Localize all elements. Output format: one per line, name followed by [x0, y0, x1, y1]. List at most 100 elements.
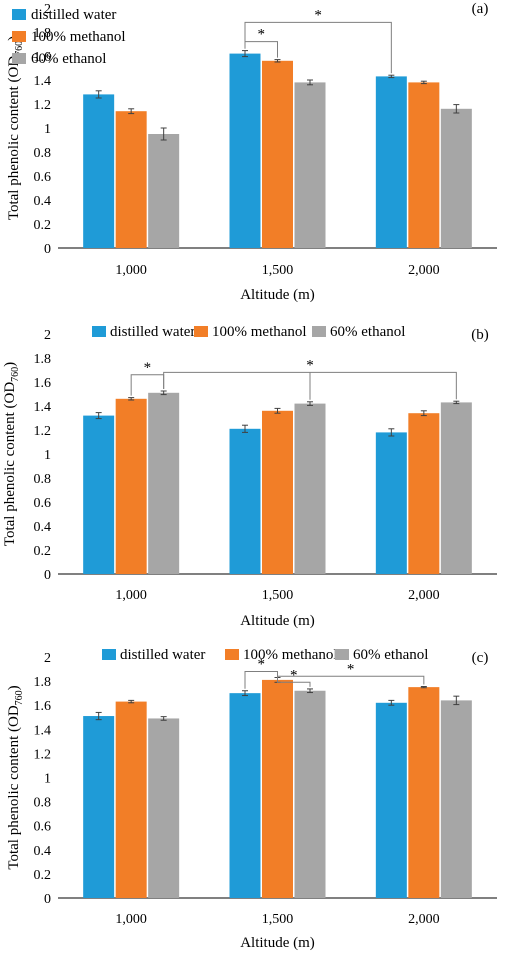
- bar: [229, 693, 261, 898]
- x-tick-label: 1,500: [262, 588, 294, 603]
- y-tick-label: 0.8: [34, 472, 52, 487]
- bar: [148, 134, 180, 248]
- bar: [408, 82, 440, 249]
- y-tick-label: 1.4: [34, 74, 52, 89]
- chart-panel-3: 0 0.2 0.4 0.6 0.8 1 1.2 1.4 1.6 1.8 2 Total phenoli…: [6, 647, 497, 951]
- panel-label: (c): [472, 650, 489, 666]
- y-tick-label: 0: [44, 568, 51, 583]
- significance-star: *: [306, 357, 314, 373]
- bar: [294, 82, 326, 249]
- bar: [440, 402, 472, 574]
- panel-label: (b): [471, 327, 489, 343]
- bar: [262, 410, 293, 574]
- y-tick-label: 0.4: [34, 520, 52, 535]
- bar: [262, 679, 293, 898]
- bar: [262, 60, 293, 248]
- bar: [115, 398, 147, 574]
- bar: [408, 413, 440, 574]
- legend-label: distilled water: [110, 324, 195, 340]
- bar: [115, 701, 147, 898]
- x-tick-label: 2,000: [408, 912, 440, 927]
- y-tick-label: 1.2: [34, 424, 52, 439]
- bar: [440, 700, 472, 898]
- bar: [148, 392, 180, 574]
- legend-swatch: [12, 31, 26, 42]
- legend-label: 60% ethanol: [353, 647, 428, 663]
- y-tick-label: 1.2: [34, 98, 52, 113]
- x-axis-label: Altitude (m): [240, 613, 315, 629]
- legend-swatch: [225, 649, 239, 660]
- bar: [375, 702, 407, 898]
- bar: [83, 716, 115, 898]
- y-tick-label: 1.6: [34, 376, 52, 391]
- significance-star: *: [347, 661, 355, 677]
- y-tick-label: 2: [44, 651, 51, 666]
- y-tick-label: 0.8: [34, 796, 52, 811]
- y-tick-label: 0.6: [34, 496, 52, 511]
- significance-star: *: [258, 656, 266, 672]
- y-tick-label: 0.2: [34, 218, 52, 233]
- bar: [294, 403, 326, 574]
- y-tick-label: 2: [44, 328, 51, 343]
- x-tick-label: 1,500: [262, 912, 294, 927]
- bar: [408, 687, 440, 898]
- significance-bracket: [244, 21, 392, 74]
- significance-star: *: [314, 7, 322, 23]
- x-tick-label: 1,000: [115, 263, 147, 278]
- significance-bracket: [130, 374, 165, 396]
- y-tick-label: 1.4: [34, 723, 52, 738]
- legend-swatch: [12, 9, 26, 20]
- y-tick-label: 1.8: [34, 352, 52, 367]
- y-tick-label: 0.2: [34, 544, 52, 559]
- y-tick-label: 0.6: [34, 170, 52, 185]
- x-axis-label: Altitude (m): [240, 287, 315, 303]
- legend-label: 60% ethanol: [330, 324, 405, 340]
- bar: [148, 718, 180, 898]
- y-tick-label: 1: [44, 448, 51, 463]
- bar: [83, 94, 115, 249]
- legend-swatch: [12, 53, 26, 64]
- legend: distilled water 100% methanol 60% ethanol: [12, 7, 126, 67]
- y-tick-label: 0.4: [34, 194, 52, 209]
- y-tick-label: 0.6: [34, 820, 52, 835]
- legend-swatch: [335, 649, 349, 660]
- chart-panel-2: 0 0.2 0.4 0.6 0.8 1 1.2 1.4 1.6 1.8 2 Total phenoli…: [2, 324, 497, 629]
- y-tick-label: 0: [44, 892, 51, 907]
- bar: [83, 415, 115, 574]
- legend: distilled water 100% methanol 60% ethanol: [102, 647, 428, 663]
- y-tick-label: 1.8: [34, 26, 52, 41]
- bar: [115, 111, 147, 248]
- legend-label: distilled water: [31, 7, 116, 23]
- x-tick-label: 2,000: [408, 588, 440, 603]
- legend-swatch: [102, 649, 116, 660]
- legend-swatch: [194, 326, 208, 337]
- legend-swatch: [312, 326, 326, 337]
- x-tick-label: 1,000: [115, 912, 147, 927]
- legend-swatch: [92, 326, 106, 337]
- bar: [294, 690, 326, 898]
- x-tick-label: 2,000: [408, 263, 440, 278]
- significance-star: *: [258, 27, 266, 43]
- y-tick-label: 1.2: [34, 747, 52, 762]
- y-tick-label: 2: [44, 2, 51, 17]
- y-tick-label: 1.6: [34, 699, 52, 714]
- bar: [229, 428, 261, 574]
- significance-bracket: [277, 675, 311, 687]
- significance-star: *: [144, 360, 152, 376]
- panel-label: (a): [472, 1, 489, 17]
- x-tick-label: 1,500: [262, 263, 294, 278]
- y-axis-label: Total phenolic content (OD760): [2, 362, 21, 546]
- y-tick-label: 1.8: [34, 675, 52, 690]
- bar: [440, 108, 472, 248]
- y-tick-label: 1.6: [34, 50, 52, 65]
- legend-label: 60% ethanol: [31, 51, 106, 67]
- x-tick-label: 1,000: [115, 588, 147, 603]
- legend-label: 100% methanol: [31, 29, 126, 45]
- y-tick-label: 0.2: [34, 868, 52, 883]
- y-axis-label: Total phenolic content (OD760): [6, 685, 25, 869]
- legend: distilled water 100% methanol 60% ethanol: [92, 324, 405, 340]
- y-tick-label: 0.8: [34, 146, 52, 161]
- significance-bracket: [244, 670, 278, 689]
